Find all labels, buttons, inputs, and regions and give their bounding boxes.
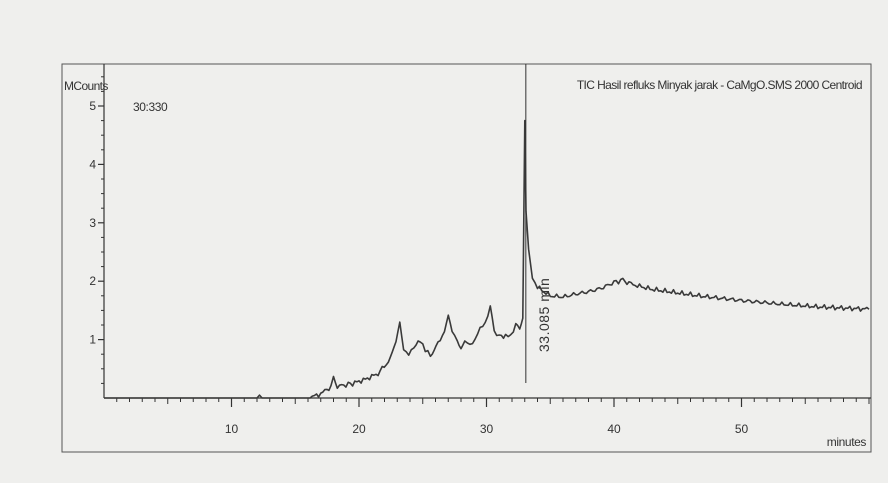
tic-series-line (104, 119, 870, 399)
axis-ticks: 10 20 30 40 50 1 2 3 4 5 (89, 76, 870, 436)
peak-annotation-label: 33.085 min (536, 278, 552, 352)
y-tick-label: 2 (89, 274, 96, 288)
scan-range-label: 30:330 (133, 100, 168, 114)
x-tick-label: 30 (480, 422, 494, 436)
chart-title: TIC Hasil refluks Minyak jarak - CaMgO.S… (577, 78, 862, 92)
y-tick-label: 5 (89, 99, 96, 113)
x-tick-label: 20 (352, 422, 366, 436)
x-tick-label: 50 (735, 422, 749, 436)
y-tick-label: 1 (89, 333, 96, 347)
y-axis-label: MCounts (64, 79, 108, 93)
x-axis-label: minutes (827, 435, 867, 449)
y-tick-label: 4 (89, 157, 96, 171)
y-tick-label: 3 (89, 216, 96, 230)
x-tick-label: 10 (225, 422, 239, 436)
x-tick-label: 40 (607, 422, 621, 436)
chart-frame (61, 63, 872, 453)
